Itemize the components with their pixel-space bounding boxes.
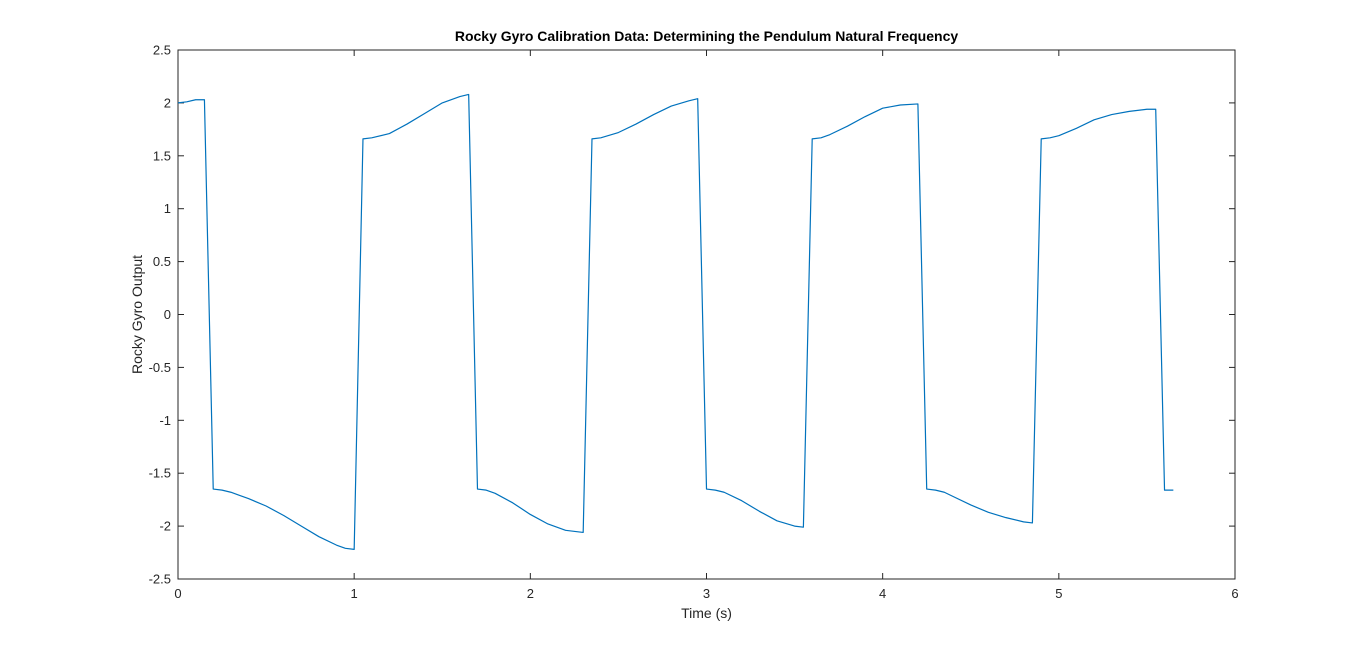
x-tick-label: 2 (527, 586, 534, 601)
y-tick-label: -1 (159, 413, 171, 428)
y-tick-label: 2 (164, 95, 171, 110)
y-axis-title: Rocky Gyro Output (129, 255, 145, 374)
y-tick-label: -2 (159, 519, 171, 534)
y-tick-label: -0.5 (149, 360, 171, 375)
y-tick-label: 2.5 (153, 43, 171, 58)
x-axis-ticks: 0 1 2 3 4 5 6 (174, 50, 1239, 601)
y-tick-label: 0.5 (153, 254, 171, 269)
series-line (177, 93, 1174, 550)
y-tick-label: 1 (164, 201, 171, 216)
x-tick-label: 6 (1231, 586, 1238, 601)
x-tick-label: 3 (703, 586, 710, 601)
x-tick-label: 4 (879, 586, 886, 601)
x-tick-label: 0 (174, 586, 181, 601)
y-axis-ticks: -2.5 -2 -1.5 -1 -0.5 0 0.5 1 1.5 2 2.5 (149, 43, 1235, 587)
y-tick-label: -2.5 (149, 572, 171, 587)
y-tick-label: -1.5 (149, 466, 171, 481)
chart-title: Rocky Gyro Calibration Data: Determining… (455, 28, 959, 44)
x-tick-label: 1 (351, 586, 358, 601)
x-tick-label: 5 (1055, 586, 1062, 601)
axes-box (177, 49, 1236, 580)
y-tick-label: 0 (164, 307, 171, 322)
x-axis-title: Time (s) (681, 605, 732, 621)
y-tick-label: 1.5 (153, 148, 171, 163)
